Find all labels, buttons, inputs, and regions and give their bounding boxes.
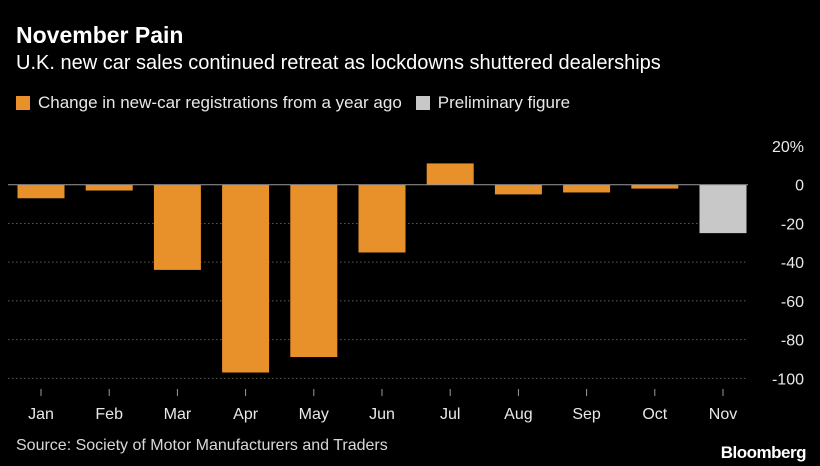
- legend-label-preliminary: Preliminary figure: [437, 93, 571, 112]
- bar-jan: [17, 184, 65, 199]
- legend-label-main: Change in new-car registrations from a y…: [38, 93, 402, 112]
- bar-jun: [358, 184, 406, 253]
- bar-mar: [153, 184, 201, 270]
- x-tick-label: Sep: [572, 406, 601, 423]
- legend-swatch-preliminary: [415, 96, 430, 110]
- legend-swatch-main: [16, 96, 30, 110]
- y-tick-label: -20: [781, 216, 804, 233]
- x-tick-label: Jun: [369, 406, 395, 423]
- x-tick-label: Feb: [95, 406, 123, 423]
- x-tick-label: Apr: [233, 406, 259, 423]
- bar-jul: [426, 163, 474, 185]
- x-tick-label: Jan: [28, 406, 54, 423]
- y-tick-label: 20%: [772, 139, 804, 156]
- chart-title: November Pain: [16, 22, 184, 48]
- x-tick-label: Oct: [642, 406, 667, 423]
- bloomberg-logo: Bloomberg: [720, 443, 807, 462]
- bar-sep: [563, 184, 611, 193]
- y-tick-label: -60: [781, 294, 804, 311]
- y-tick-label: -100: [772, 371, 804, 388]
- source-note: Source: Society of Motor Manufacturers a…: [16, 437, 388, 454]
- x-tick-label: Nov: [709, 406, 737, 423]
- bar-aug: [494, 184, 542, 195]
- bar-oct: [631, 184, 679, 189]
- x-tick-label: Jul: [440, 406, 460, 423]
- legend-item-preliminary: Preliminary figure: [415, 93, 571, 113]
- y-tick-label: -40: [781, 255, 804, 272]
- bar-may: [290, 184, 338, 358]
- y-tick-label: 0: [795, 178, 804, 195]
- x-tick-label: Aug: [504, 406, 532, 423]
- bar-nov: [699, 184, 747, 234]
- legend-item-main: Change in new-car registrations from a y…: [16, 93, 402, 113]
- x-tick-label: May: [299, 406, 329, 423]
- chart-subtitle: U.K. new car sales continued retreat as …: [16, 52, 661, 74]
- x-tick-label: Mar: [164, 406, 192, 423]
- bar-feb: [85, 184, 133, 191]
- bar-apr: [222, 184, 270, 373]
- legend: Change in new-car registrations from a y…: [16, 93, 584, 113]
- y-tick-label: -80: [781, 333, 804, 350]
